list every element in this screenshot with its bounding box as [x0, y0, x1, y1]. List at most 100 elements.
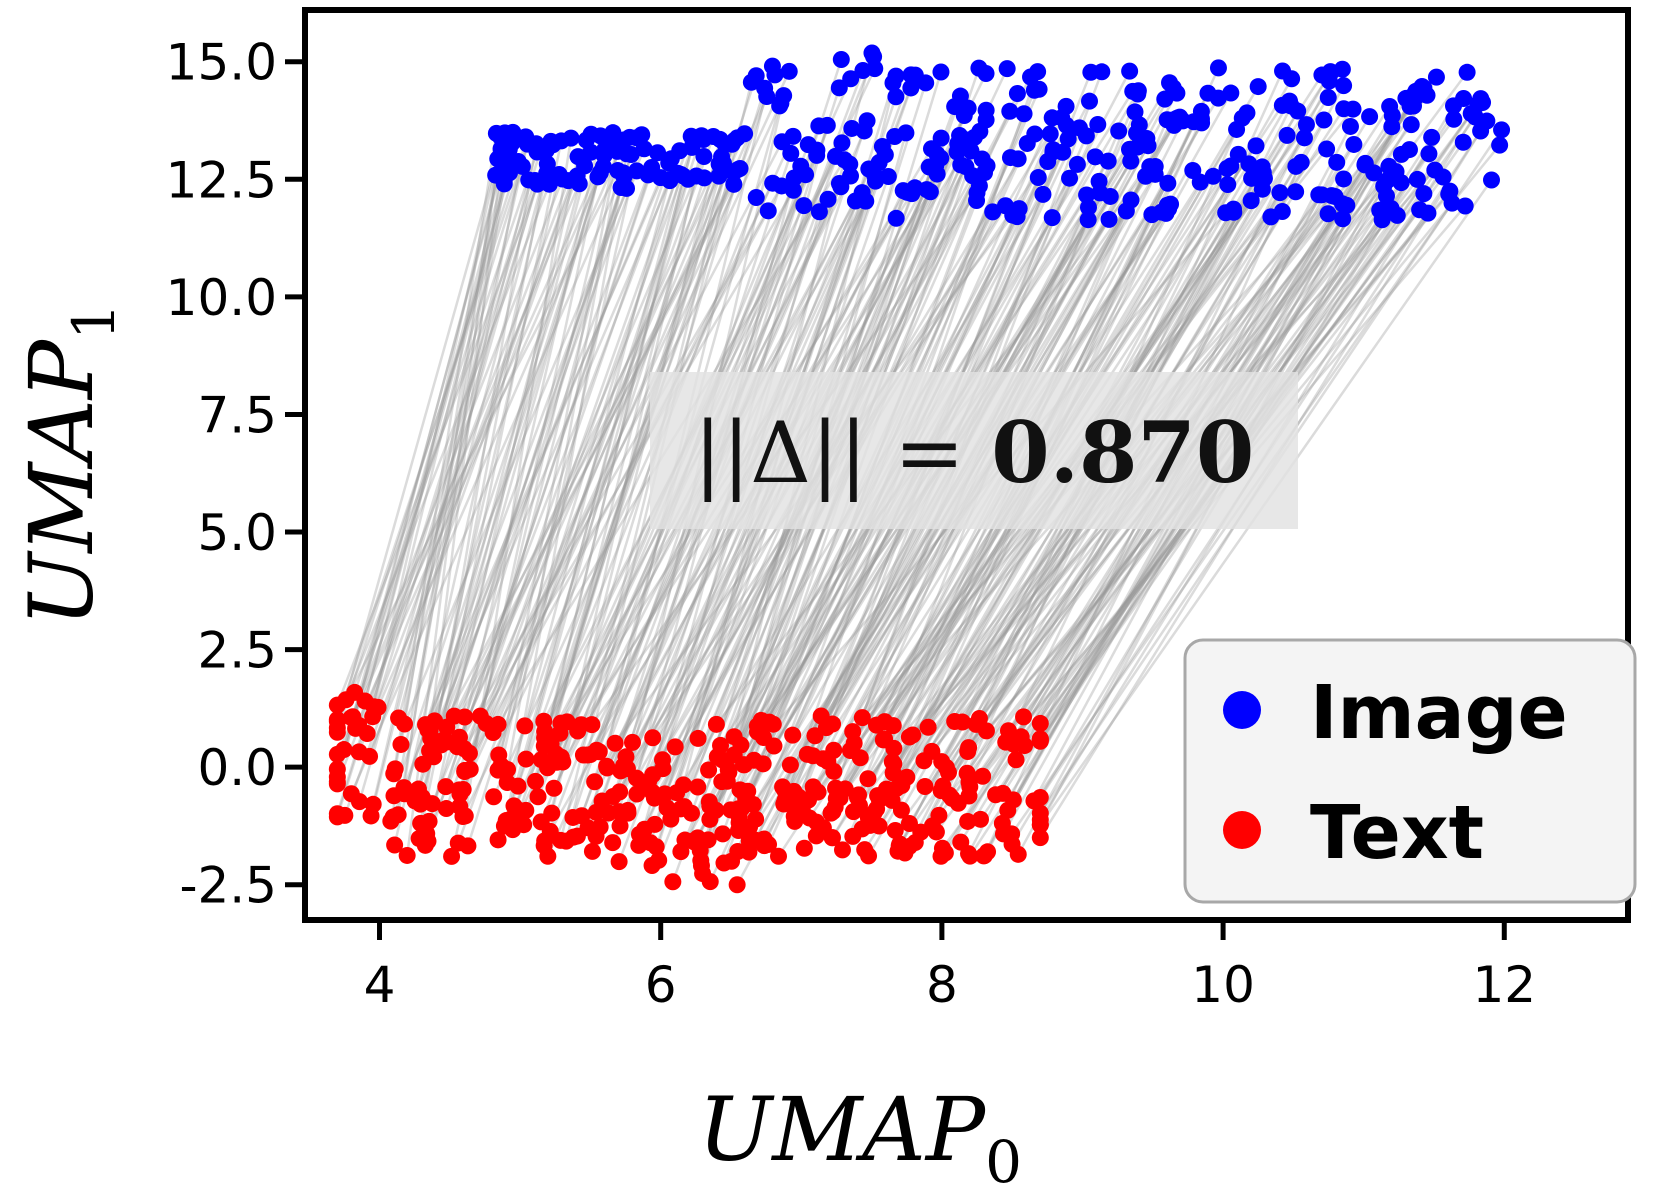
points-layer — [328, 44, 1511, 894]
image-point — [1315, 111, 1333, 129]
text-point — [539, 847, 557, 865]
pair-line — [336, 141, 530, 721]
text-point — [823, 829, 841, 847]
image-point — [1030, 80, 1048, 98]
image-point — [1184, 162, 1202, 180]
y-axis: -2.5 0.0 2.5 5.0 7.5 10.0 12.5 15.0 — [166, 34, 305, 915]
text-point — [807, 813, 825, 831]
image-point — [513, 157, 531, 175]
image-point — [1444, 97, 1462, 115]
pair-line — [445, 187, 623, 728]
image-point — [1341, 117, 1359, 135]
pair-line — [458, 176, 626, 795]
text-point — [386, 836, 404, 854]
pair-line — [509, 197, 758, 820]
pair-line — [479, 141, 784, 717]
text-point — [987, 786, 1005, 804]
image-point — [1070, 119, 1088, 137]
image-point — [1345, 135, 1363, 153]
x-tick-label: 10 — [1191, 956, 1255, 1014]
text-point — [628, 785, 646, 803]
pair-line — [396, 132, 515, 815]
text-point — [744, 795, 762, 813]
text-point — [606, 734, 624, 752]
text-point — [611, 817, 629, 835]
image-point — [795, 197, 813, 215]
pair-line — [426, 167, 653, 842]
text-point — [900, 728, 918, 746]
pair-line — [497, 135, 703, 756]
pair-line — [458, 143, 726, 738]
pair-line — [431, 170, 638, 744]
x-tick-label: 8 — [926, 956, 958, 1014]
image-point — [1137, 167, 1155, 185]
pair-line — [389, 136, 527, 822]
pair-line — [376, 139, 626, 708]
image-point — [1093, 63, 1111, 81]
text-point — [841, 741, 859, 759]
pair-line — [336, 180, 570, 785]
y-axis-label: UMAP1 — [10, 303, 128, 627]
image-point — [496, 124, 514, 142]
text-point — [618, 760, 636, 778]
image-point — [977, 101, 995, 119]
pair-line — [458, 148, 619, 807]
image-point — [1295, 129, 1313, 147]
image-point — [965, 128, 983, 146]
text-point — [1015, 708, 1033, 726]
image-point — [1061, 169, 1079, 187]
image-point — [532, 138, 550, 156]
text-point — [714, 825, 732, 843]
image-point — [1392, 145, 1410, 163]
pair-line — [351, 183, 581, 718]
text-point — [953, 713, 971, 731]
image-point — [1292, 153, 1310, 171]
image-point — [1383, 107, 1401, 125]
pair-line — [372, 181, 506, 708]
image-point — [1043, 209, 1061, 227]
text-point — [994, 825, 1012, 843]
text-point — [644, 729, 662, 747]
image-point — [495, 147, 513, 165]
image-point — [879, 167, 897, 185]
image-point — [1101, 187, 1119, 205]
image-point — [870, 154, 888, 172]
image-point — [1068, 155, 1086, 173]
text-point — [919, 718, 937, 736]
pair-line — [523, 179, 671, 727]
pair-line — [392, 187, 628, 818]
image-point — [695, 169, 713, 187]
text-point — [932, 847, 950, 865]
text-point — [422, 729, 440, 747]
image-point — [683, 138, 701, 156]
pair-line — [421, 141, 553, 798]
pair-line — [506, 177, 706, 783]
image-point — [863, 44, 881, 62]
image-point — [873, 137, 891, 155]
image-point — [518, 135, 536, 153]
image-point — [1080, 92, 1098, 110]
text-point — [886, 821, 904, 839]
pair-line — [358, 150, 548, 802]
image-point — [1420, 145, 1438, 163]
text-point — [517, 750, 535, 768]
pair-line — [464, 137, 573, 817]
image-point — [1008, 84, 1026, 102]
image-point — [780, 62, 798, 80]
legend-label-text: Text — [1310, 790, 1484, 876]
image-point — [810, 117, 828, 135]
pair-line — [336, 155, 506, 783]
text-point — [455, 740, 473, 758]
image-point — [766, 66, 784, 84]
image-point — [1373, 211, 1391, 229]
text-point — [893, 777, 911, 795]
image-point — [955, 107, 973, 125]
pair-line — [543, 172, 735, 739]
image-point — [1086, 148, 1104, 166]
text-point — [643, 857, 661, 875]
pair-line — [336, 183, 551, 722]
image-point — [1458, 63, 1476, 81]
text-point — [437, 800, 455, 818]
image-point — [1054, 143, 1072, 161]
pair-line — [342, 161, 505, 750]
